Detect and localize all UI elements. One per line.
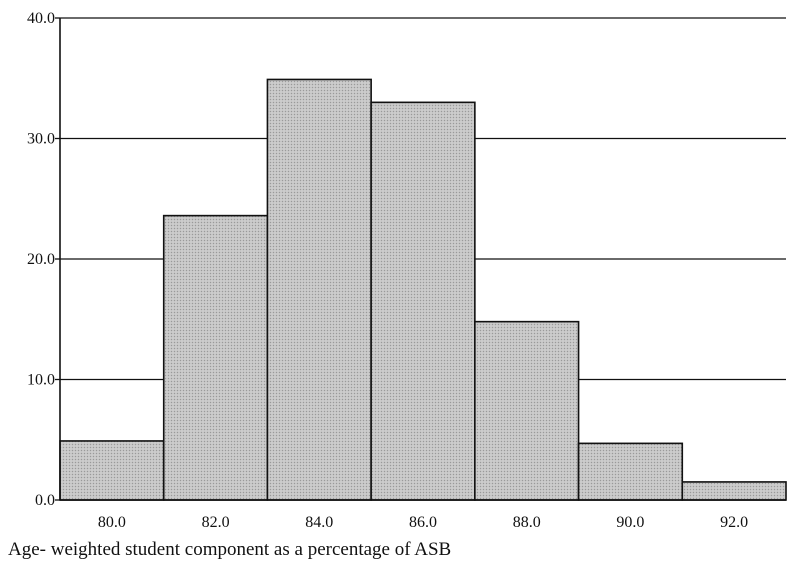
bar-92.0 [681, 481, 787, 501]
x-tick-label: 82.0 [202, 514, 230, 531]
x-tick-label: 90.0 [616, 514, 644, 531]
bar-82.0 [162, 214, 269, 501]
x-axis-title: Age- weighted student component as a per… [8, 539, 452, 560]
x-tick-label: 88.0 [513, 514, 541, 531]
y-tick-label: 30.0 [27, 131, 55, 148]
x-tick-label: 86.0 [409, 514, 437, 531]
x-tick-label: 80.0 [98, 514, 126, 531]
y-tick-label: 20.0 [27, 251, 55, 268]
bar-86.0 [370, 101, 476, 501]
y-tick-label: 10.0 [27, 372, 55, 389]
bar-84.0 [266, 78, 372, 501]
y-tick-labels: 0.0 10.0 20.0 30.0 40.0 [27, 10, 55, 509]
bar-90.0 [577, 442, 684, 501]
y-tick-label: 40.0 [27, 10, 55, 27]
y-tick-label: 0.0 [35, 492, 55, 509]
bar-88.0 [474, 320, 580, 501]
bars [59, 78, 787, 501]
x-tick-label: 84.0 [305, 514, 333, 531]
x-tick-label: 92.0 [720, 514, 748, 531]
bar-80.0 [59, 440, 165, 501]
axes [55, 17, 786, 501]
x-tick-labels: 80.0 82.0 84.0 86.0 88.0 90.0 92.0 [98, 514, 748, 531]
